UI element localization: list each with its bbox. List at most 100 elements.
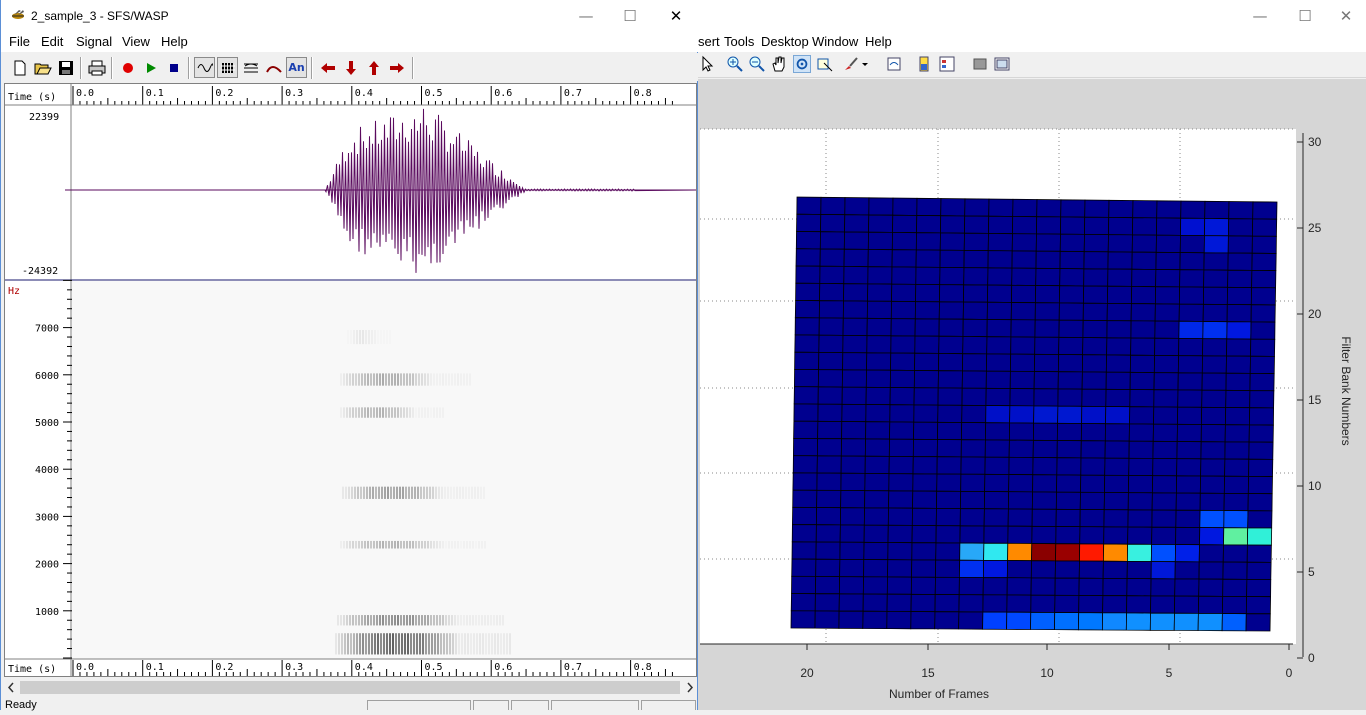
show-plot-tools-icon[interactable] <box>993 55 1011 73</box>
stop-icon[interactable] <box>163 57 184 78</box>
sfs-minimize-button[interactable]: — <box>578 7 594 25</box>
sfs-menu-signal[interactable]: Signal <box>76 34 113 49</box>
surface-cell <box>939 249 965 269</box>
lpc-view-icon[interactable] <box>240 57 261 78</box>
surface-cell <box>1248 441 1274 460</box>
surface-cell <box>1173 612 1199 631</box>
surface-cell <box>866 300 892 320</box>
x-tick-label: 5 <box>1166 666 1173 680</box>
surface-cell <box>984 456 1010 475</box>
spectrogram-band <box>373 540 375 549</box>
wasp-app-icon <box>12 10 24 19</box>
brush-dropdown-icon[interactable] <box>860 55 870 73</box>
matlab-close-button[interactable]: ✕ <box>1339 7 1353 25</box>
zoom-in-icon[interactable] <box>726 55 744 73</box>
surface-cell <box>1175 526 1201 546</box>
play-icon[interactable] <box>140 57 161 78</box>
status-text: Ready <box>5 699 37 711</box>
sfs-menu-view[interactable]: View <box>122 34 150 49</box>
matlab-menu-window[interactable]: Window <box>812 34 859 49</box>
toolbar-separator <box>311 57 313 79</box>
scrollbar-thumb[interactable] <box>20 681 680 694</box>
surface-cell <box>963 232 989 252</box>
sfs-menu-help[interactable]: Help <box>161 34 188 49</box>
surface-cell <box>795 248 821 267</box>
surface-cell <box>1056 440 1082 459</box>
surface-cell <box>838 576 865 595</box>
rotate-3d-icon[interactable] <box>793 55 811 73</box>
surface-cell <box>958 611 984 630</box>
time-tick-label: 0.4 <box>355 88 373 99</box>
arrow-down-icon[interactable] <box>340 57 361 78</box>
new-file-icon[interactable] <box>9 57 30 78</box>
data-cursor-icon[interactable] <box>816 55 834 73</box>
pitch-view-icon[interactable] <box>263 57 284 78</box>
sfs-menu-file[interactable]: File <box>9 34 30 49</box>
surface-cell <box>1224 441 1250 460</box>
sfs-maximize-button[interactable]: ☐ <box>623 7 637 25</box>
surface-cell <box>888 490 914 509</box>
zoom-out-icon[interactable] <box>748 55 766 73</box>
surface-cell <box>1030 594 1056 613</box>
annotation-view-icon[interactable]: An <box>286 57 307 78</box>
link-plot-icon[interactable] <box>885 55 903 73</box>
record-icon[interactable] <box>117 57 138 78</box>
matlab-menu-desktop[interactable]: Desktop <box>761 34 809 49</box>
spectrogram-band <box>438 486 440 499</box>
waveform-view-icon[interactable] <box>194 57 215 78</box>
surface-cell <box>1007 491 1034 510</box>
matlab-menu-help[interactable]: Help <box>865 34 892 49</box>
open-file-icon[interactable] <box>32 57 53 78</box>
scroll-right-icon[interactable] <box>685 682 695 693</box>
surface-cell <box>1248 424 1274 443</box>
save-file-icon[interactable] <box>55 57 76 78</box>
freq-tick-label: 7000 <box>35 324 59 335</box>
surface-cell <box>938 301 964 320</box>
spectrogram-band <box>470 633 472 655</box>
spectrogram-band <box>382 540 384 549</box>
surface-cell <box>1104 440 1130 459</box>
spectrogram-band <box>340 540 342 549</box>
horizontal-scrollbar[interactable] <box>4 679 697 696</box>
sfs-close-button[interactable]: ✕ <box>669 7 683 25</box>
surface-cell <box>1246 561 1272 580</box>
matlab-minimize-button[interactable]: — <box>1252 7 1268 25</box>
surface-cell <box>842 300 868 319</box>
surface-cell <box>887 559 913 578</box>
spectrogram-band <box>464 633 466 655</box>
colorbar-icon[interactable] <box>915 55 933 73</box>
surface-cell <box>1058 336 1084 356</box>
arrow-left-icon[interactable] <box>317 57 338 78</box>
legend-icon[interactable] <box>938 55 956 73</box>
print-icon[interactable] <box>86 57 107 78</box>
surface-cell <box>795 265 821 284</box>
spectrogram-band <box>441 486 443 499</box>
pan-hand-icon[interactable] <box>770 55 788 73</box>
matlab-titlebar: — ☐ ✕ <box>690 0 1366 32</box>
matlab-menu-tools[interactable]: Tools <box>724 34 755 49</box>
surface-cell <box>959 490 986 510</box>
surface-cell <box>843 231 869 250</box>
spectrogram-band <box>415 373 417 386</box>
brush-icon[interactable] <box>842 55 860 73</box>
sfs-menu-edit[interactable]: Edit <box>41 34 64 49</box>
surface-cell <box>912 438 938 458</box>
matlab-maximize-button[interactable]: ☐ <box>1298 7 1312 25</box>
arrow-right-icon[interactable] <box>386 57 407 78</box>
z-tick-label: 0 <box>1308 651 1315 665</box>
pointer-icon[interactable] <box>698 55 716 73</box>
spectrogram-band <box>412 615 414 626</box>
surface-cell <box>816 472 842 491</box>
surface-cell <box>1010 336 1036 355</box>
surface-cell <box>913 404 939 423</box>
scroll-left-icon[interactable] <box>6 682 16 693</box>
arrow-up-icon[interactable] <box>363 57 384 78</box>
spectrogram-band <box>356 329 358 345</box>
spectrogram-band <box>436 540 438 549</box>
spectrogram-band <box>364 407 366 418</box>
matlab-menu-insert[interactable]: sert <box>698 34 720 49</box>
surface-cell <box>1032 422 1059 441</box>
spectrogram-view-icon[interactable] <box>217 57 238 78</box>
surface-cell <box>1103 526 1129 545</box>
hide-plot-tools-icon[interactable] <box>971 55 989 73</box>
